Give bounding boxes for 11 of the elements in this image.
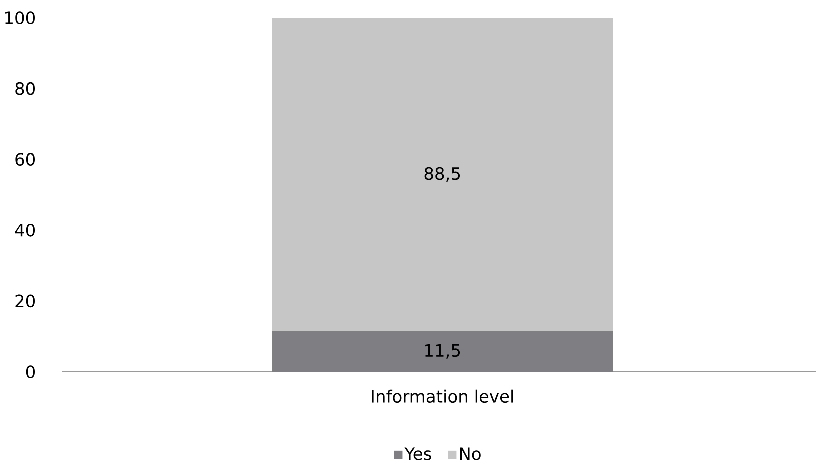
y-tick-label: 80	[16, 82, 36, 96]
legend-label: No	[460, 448, 481, 460]
data-label: 11,5	[426, 344, 460, 359]
x-tick-label: Information level	[372, 390, 514, 404]
y-tick-label: 100	[6, 12, 36, 24]
legend-label: Yes	[404, 448, 432, 460]
y-tick-label: 60	[16, 153, 36, 166]
data-label: 88,5	[424, 167, 460, 182]
y-tick-label: 0	[26, 366, 36, 378]
y-tick-label: 40	[15, 224, 36, 237]
y-tick-label: 20	[16, 294, 36, 308]
